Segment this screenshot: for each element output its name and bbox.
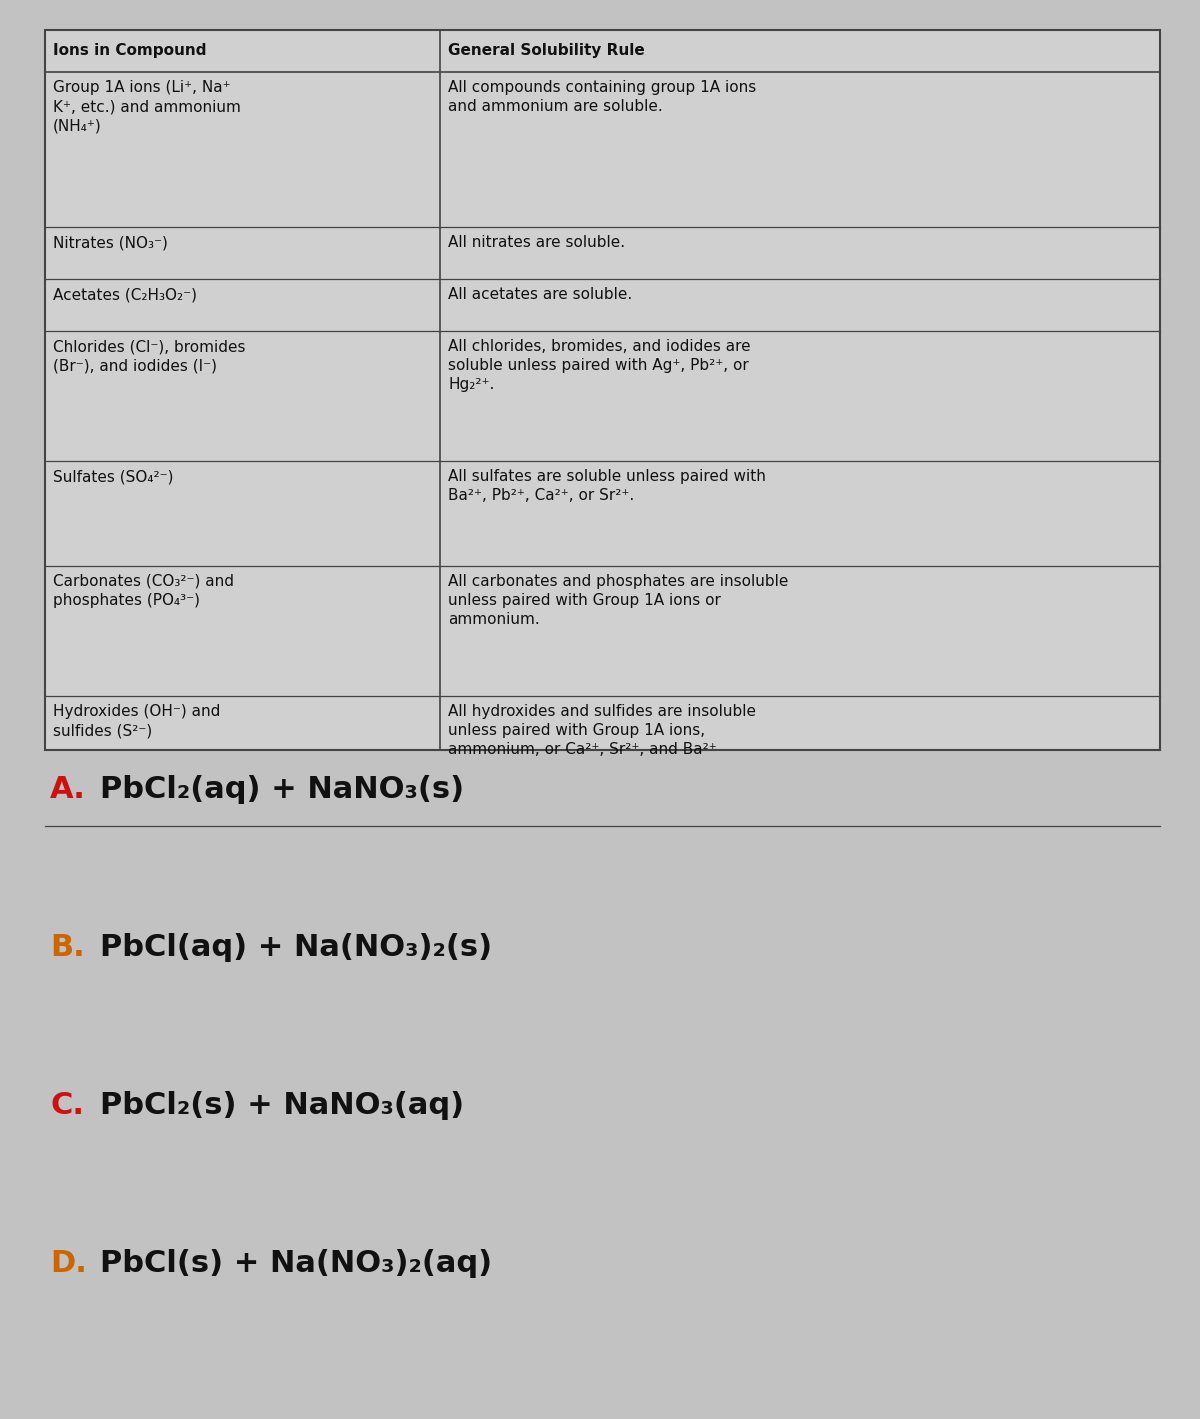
Text: Sulfates (SO₄²⁻): Sulfates (SO₄²⁻) [53,470,174,484]
Text: All chlorides, bromides, and iodides are
soluble unless paired with Ag⁺, Pb²⁺, o: All chlorides, bromides, and iodides are… [448,339,751,393]
Text: All acetates are soluble.: All acetates are soluble. [448,287,632,302]
Text: All hydroxides and sulfides are insoluble
unless paired with Group 1A ions,
ammo: All hydroxides and sulfides are insolubl… [448,704,756,758]
Text: B.: B. [50,934,85,962]
Text: A.: A. [50,776,86,805]
Text: All compounds containing group 1A ions
and ammonium are soluble.: All compounds containing group 1A ions a… [448,79,756,114]
Text: All carbonates and phosphates are insoluble
unless paired with Group 1A ions or
: All carbonates and phosphates are insolu… [448,575,788,627]
Text: Nitrates (NO₃⁻): Nitrates (NO₃⁻) [53,236,168,250]
Bar [46,30,1160,751]
Text: General Solubility Rule: General Solubility Rule [448,44,644,58]
Text: All nitrates are soluble.: All nitrates are soluble. [448,236,625,250]
Text: Hydroxides (OH⁻) and
sulfides (S²⁻): Hydroxides (OH⁻) and sulfides (S²⁻) [53,704,221,738]
Text: PbCl₂(aq) + NaNO₃(s): PbCl₂(aq) + NaNO₃(s) [100,776,464,805]
Text: Chlorides (Cl⁻), bromides
(Br⁻), and iodides (I⁻): Chlorides (Cl⁻), bromides (Br⁻), and iod… [53,339,246,373]
Text: All sulfates are soluble unless paired with
Ba²⁺, Pb²⁺, Ca²⁺, or Sr²⁺.: All sulfates are soluble unless paired w… [448,470,766,504]
Text: PbCl(s) + Na(NO₃)₂(aq): PbCl(s) + Na(NO₃)₂(aq) [100,1250,492,1279]
Text: D.: D. [50,1250,86,1279]
Text: Group 1A ions (Li⁺, Na⁺
K⁺, etc.) and ammonium
(NH₄⁺): Group 1A ions (Li⁺, Na⁺ K⁺, etc.) and am… [53,79,241,133]
Text: PbCl(aq) + Na(NO₃)₂(s): PbCl(aq) + Na(NO₃)₂(s) [100,934,492,962]
Text: Acetates (C₂H₃O₂⁻): Acetates (C₂H₃O₂⁻) [53,287,197,302]
Text: C.: C. [50,1091,84,1121]
Text: Carbonates (CO₃²⁻) and
phosphates (PO₄³⁻): Carbonates (CO₃²⁻) and phosphates (PO₄³⁻… [53,575,234,609]
Text: PbCl₂(s) + NaNO₃(aq): PbCl₂(s) + NaNO₃(aq) [100,1091,464,1121]
Text: Ions in Compound: Ions in Compound [53,44,206,58]
